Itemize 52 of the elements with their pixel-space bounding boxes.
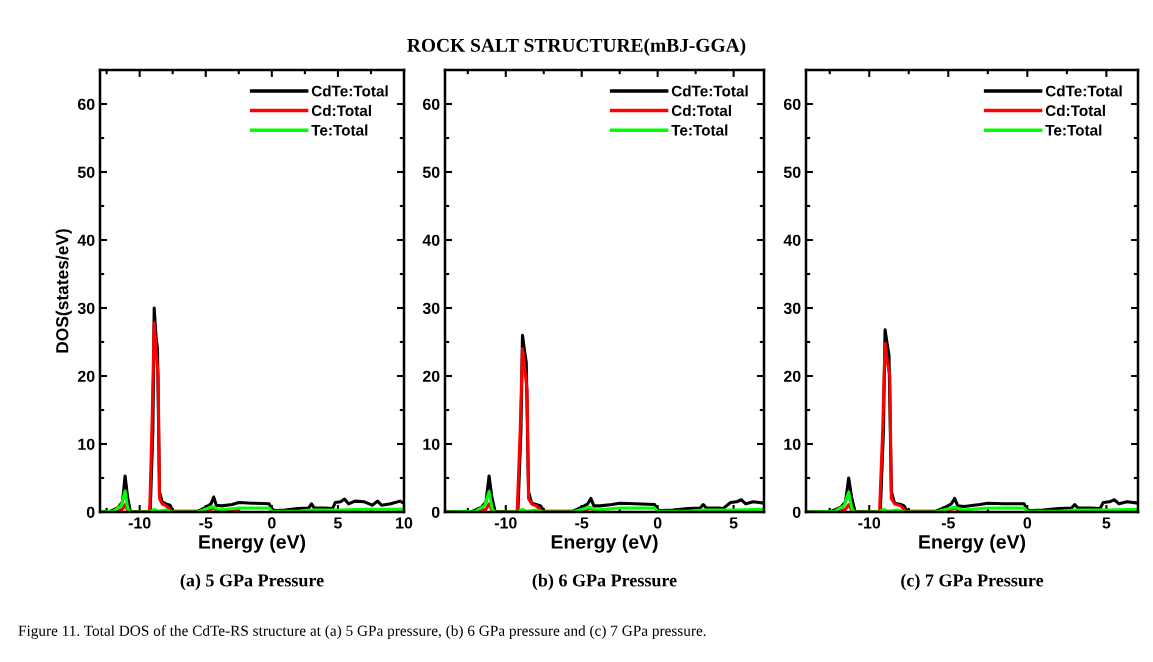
y-tick-label: 30 bbox=[77, 302, 95, 314]
legend-label: Te:Total bbox=[671, 124, 728, 136]
y-tick-label: 50 bbox=[422, 166, 440, 178]
x-axis-title: Energy (eV) bbox=[919, 534, 1026, 553]
y-tick-label: 60 bbox=[422, 98, 440, 110]
y-tick-label: 60 bbox=[783, 98, 801, 110]
x-tick-label: 0 bbox=[268, 517, 276, 529]
x-tick-label: 5 bbox=[1102, 517, 1111, 529]
legend-label: Te:Total bbox=[1045, 124, 1102, 136]
y-axis-title: DOS(states/eV) bbox=[55, 229, 72, 353]
x-tick-label: -5 bbox=[575, 517, 589, 529]
y-tick-label: 10 bbox=[784, 438, 801, 450]
legend-label: Te:Total bbox=[311, 124, 368, 136]
caption: Figure 11. Total DOS of the CdTe-RS structure at (a) 5 GPa pressure, (b) 6 GPa pressure and (c) 7 GPa pressure. bbox=[18, 624, 706, 640]
legend-label: Cd:Total bbox=[1045, 104, 1105, 117]
chart-title: ROCK SALT STRUCTURE(mBJ-GGA) bbox=[407, 38, 746, 56]
y-tick-label: 60 bbox=[77, 98, 95, 110]
y-tick-label: 10 bbox=[78, 438, 95, 450]
x-tick-label: -5 bbox=[199, 517, 213, 529]
y-tick-label: 30 bbox=[422, 302, 440, 314]
y-tick-label: 50 bbox=[77, 166, 95, 178]
y-tick-label: 40 bbox=[422, 234, 440, 246]
text: (a) 5 GPa Pressure bbox=[180, 573, 324, 591]
legend-label: CdTe:Total bbox=[671, 85, 748, 97]
y-tick-label: 40 bbox=[783, 234, 801, 246]
x-tick-label: 5 bbox=[729, 517, 738, 529]
x-tick-label: 0 bbox=[1023, 517, 1032, 529]
x-tick-label: -5 bbox=[941, 517, 955, 529]
y-tick-label: 0 bbox=[431, 506, 440, 518]
text: (c) 7 GPa Pressure bbox=[901, 573, 1044, 591]
y-tick-label: 10 bbox=[423, 438, 440, 450]
y-tick-label: 20 bbox=[422, 370, 440, 382]
y-tick-label: 0 bbox=[792, 506, 801, 518]
y-tick-label: 20 bbox=[77, 370, 95, 382]
x-axis-title: Energy (eV) bbox=[199, 534, 306, 553]
x-tick-label: -10 bbox=[494, 517, 517, 529]
x-tick-label: -10 bbox=[128, 517, 151, 529]
legend-label: Cd:Total bbox=[671, 104, 731, 117]
x-axis-title: Energy (eV) bbox=[551, 534, 658, 553]
x-tick-label: 0 bbox=[653, 517, 662, 529]
legend-label: CdTe:Total bbox=[311, 85, 388, 97]
y-tick-label: 0 bbox=[86, 506, 95, 518]
y-tick-label: 20 bbox=[783, 370, 801, 382]
y-tick-label: 30 bbox=[783, 302, 801, 314]
y-tick-label: 40 bbox=[77, 234, 95, 246]
x-tick-label: 5 bbox=[333, 517, 342, 529]
x-tick-label: -10 bbox=[858, 517, 881, 529]
x-tick-label: 10 bbox=[396, 517, 413, 529]
text: (b) 6 GPa Pressure bbox=[532, 573, 677, 591]
legend-label: CdTe:Total bbox=[1045, 85, 1122, 97]
y-tick-label: 50 bbox=[783, 166, 801, 178]
legend-label: Cd:Total bbox=[311, 104, 371, 117]
